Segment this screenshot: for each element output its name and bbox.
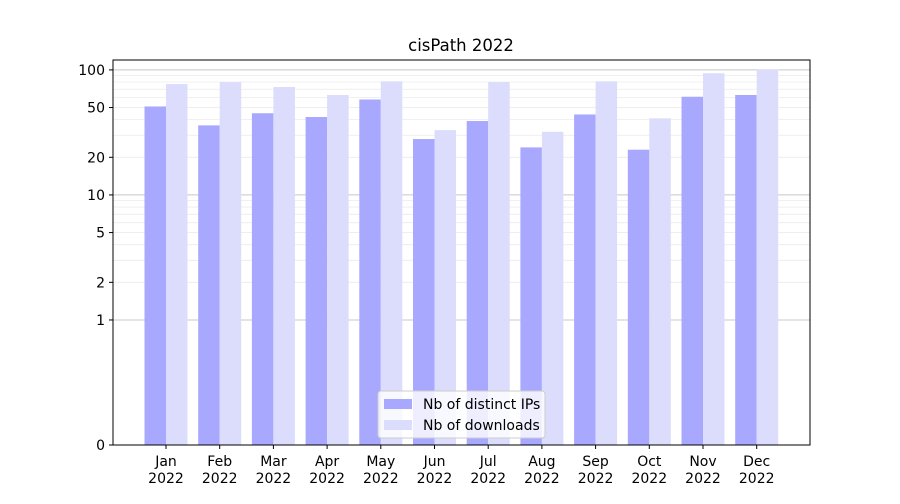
y-tick-label: 10 — [87, 188, 105, 204]
y-tick-label: 0 — [96, 438, 105, 454]
y-tick-label: 50 — [87, 101, 105, 117]
x-tick-label: Dec 2022 — [739, 454, 775, 487]
bar-downloads — [273, 86, 295, 445]
bar-distinct-ips — [413, 139, 435, 445]
x-tick-label: Nov 2022 — [685, 454, 721, 487]
y-tick-label: 2 — [96, 275, 105, 291]
x-tick-label: Aug 2022 — [524, 454, 560, 487]
bar-distinct-ips — [466, 121, 489, 446]
bar-distinct-ips — [144, 106, 166, 445]
bar-distinct-ips — [520, 147, 542, 446]
bar-downloads — [595, 81, 618, 445]
x-tick-label: Jul 2022 — [470, 454, 506, 487]
bar-distinct-ips — [681, 96, 703, 445]
x-axis-ticks: Jan 2022 Feb 2022 Mar 2022 Apr 2022 May 2022 Jun 20… — [148, 445, 775, 487]
legend-box — [377, 390, 546, 439]
bar-downloads — [380, 81, 403, 445]
x-tick-label: Mar 2022 — [256, 454, 292, 487]
bar-distinct-ips — [305, 117, 328, 445]
legend-swatch — [384, 420, 412, 430]
x-tick-label: Feb 2022 — [202, 454, 238, 487]
x-tick-label: Oct 2022 — [631, 454, 667, 487]
bar-distinct-ips — [251, 113, 274, 445]
y-tick-label: 20 — [87, 150, 105, 166]
bar-downloads — [756, 69, 779, 445]
bar-downloads — [219, 82, 242, 445]
plot-area-frame — [112, 59, 811, 446]
legend-label: Nb of distinct IPs — [423, 397, 540, 413]
legend-swatch — [384, 399, 412, 409]
y-tick-label: 5 — [96, 226, 105, 242]
y-tick-label: 1 — [96, 313, 105, 329]
bar-downloads — [488, 82, 510, 445]
x-tick-label: May 2022 — [363, 454, 399, 487]
bar-distinct-ips — [198, 125, 220, 445]
bar-downloads — [649, 118, 671, 445]
legend: Nb of distinct IPs Nb of downloads — [377, 390, 546, 439]
bar-downloads — [703, 73, 725, 446]
legend-label: Nb of downloads — [423, 418, 540, 434]
bar-downloads — [327, 94, 349, 446]
chart-title: cisPath 2022 — [408, 36, 514, 55]
bar-distinct-ips — [735, 94, 757, 446]
bar-downloads — [541, 131, 564, 445]
bar-downloads — [166, 84, 188, 446]
y-tick-label: 100 — [78, 63, 105, 79]
bar-downloads — [434, 130, 456, 445]
bar-distinct-ips — [627, 149, 650, 446]
x-tick-label: Jun 2022 — [417, 454, 453, 487]
y-axis-ticks: 0 1 2 5 10 20 50 100 — [78, 63, 113, 454]
bar-distinct-ips — [359, 99, 381, 446]
bar-distinct-ips — [574, 114, 596, 445]
x-tick-label: Apr 2022 — [309, 454, 345, 487]
x-tick-label: Jan 2022 — [148, 454, 184, 487]
bars — [144, 69, 779, 446]
x-tick-label: Sep 2022 — [578, 454, 614, 487]
